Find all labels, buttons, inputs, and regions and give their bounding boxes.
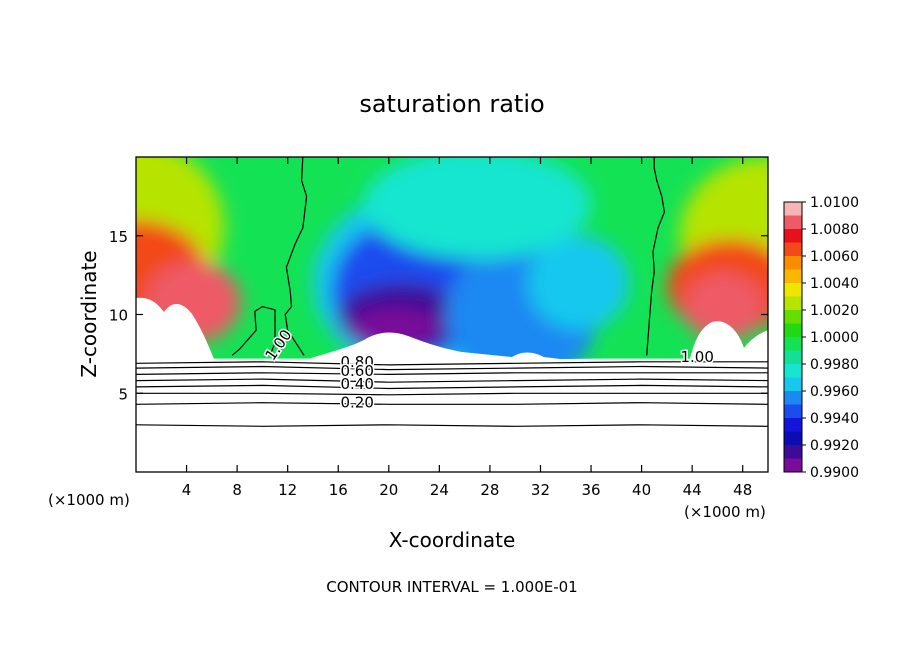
colorbar-swatch xyxy=(784,323,802,338)
contour-line-1-0 xyxy=(231,305,276,356)
colorbar-swatch xyxy=(784,391,802,405)
x-unit-label-left: (×1000 m) xyxy=(48,491,130,509)
y-tick-label: 5 xyxy=(118,385,128,403)
contour-line-0_5-6 xyxy=(135,378,769,383)
colorbar-swatch xyxy=(784,229,802,243)
contour-line-1-1 xyxy=(284,156,308,356)
colorbar-swatch xyxy=(784,256,802,270)
contour-label-1: 1.00 xyxy=(681,348,714,366)
colorbar-swatch xyxy=(784,202,802,216)
colorbar xyxy=(783,201,803,473)
contour-label-4: 0.40 xyxy=(340,375,373,393)
contour-line-0_2-9 xyxy=(135,402,769,405)
x-tick-label: 36 xyxy=(581,481,600,499)
x-tick-label: 4 xyxy=(182,481,192,499)
white-region-left xyxy=(136,297,214,359)
contour-label-2: 0.80 xyxy=(340,353,373,371)
colorbar-swatch xyxy=(784,337,802,351)
x-tick-label: 8 xyxy=(232,481,242,499)
contour-line-0_3-8 xyxy=(136,392,768,396)
colorbar-label: 0.9900 xyxy=(810,465,859,481)
colorbar-swatch xyxy=(784,364,802,378)
x-tick-label: 24 xyxy=(430,481,449,499)
x-axis-ticks: 4 8 12 16 20 24 28 32 36 40 44 48 xyxy=(182,157,752,499)
y-tick-label: 15 xyxy=(109,228,128,246)
contour-line-0_1-10 xyxy=(135,424,769,427)
colorbar-swatch xyxy=(784,296,802,311)
contour-label-3: 0.60 xyxy=(340,362,373,380)
contour-interval-note: CONTOUR INTERVAL = 1.000E-01 xyxy=(326,578,577,596)
x-tick-label: 16 xyxy=(329,481,348,499)
chart-title: saturation ratio xyxy=(359,90,544,118)
y-axis-ticks: 5 10 15 xyxy=(109,228,768,403)
x-tick-label: 28 xyxy=(480,481,499,499)
colorbar-swatch xyxy=(784,283,802,297)
colorbar-swatch xyxy=(784,350,802,365)
colorbar-swatch xyxy=(784,310,802,324)
contour-label-5: 0.20 xyxy=(340,394,373,412)
colorbar-label: 1.0060 xyxy=(810,249,859,265)
colorbar-swatch xyxy=(784,445,802,459)
contour-line-0_4-7 xyxy=(135,384,769,390)
colorbar-label: 1.0040 xyxy=(810,276,859,292)
colorbar-label: 1.0000 xyxy=(810,330,859,346)
white-region-right xyxy=(690,321,768,359)
unsaturated-regions xyxy=(136,297,768,359)
colorbar-label: 1.0020 xyxy=(810,303,859,319)
colorbar-swatch xyxy=(784,242,802,257)
white-region-center xyxy=(308,332,560,359)
colorbar-swatch xyxy=(784,418,802,432)
colorbar-swatch xyxy=(784,458,802,473)
colorbar-swatch xyxy=(784,431,802,446)
contour-lines xyxy=(135,156,769,427)
x-unit-label-right: (×1000 m) xyxy=(684,503,766,521)
contour-line-1-2 xyxy=(646,157,666,356)
saturation-field xyxy=(136,157,768,359)
x-tick-label: 32 xyxy=(531,481,550,499)
colorbar-label: 0.9960 xyxy=(810,384,859,400)
x-axis-label: X-coordinate xyxy=(389,528,516,552)
colorbar-label: 0.9980 xyxy=(810,357,859,373)
x-tick-label: 20 xyxy=(379,481,398,499)
contour-line-0_7-4 xyxy=(135,365,769,371)
colorbar-swatch xyxy=(784,269,802,284)
x-tick-label: 40 xyxy=(632,481,651,499)
colorbar-swatch xyxy=(784,215,802,230)
colorbar-label: 1.0080 xyxy=(810,222,859,238)
colorbar-swatch xyxy=(784,377,802,392)
x-tick-label: 44 xyxy=(683,481,702,499)
x-tick-label: 48 xyxy=(733,481,752,499)
field-patch-11 xyxy=(527,235,629,331)
colorbar-label: 1.0100 xyxy=(810,195,859,211)
field-patch-5 xyxy=(683,271,765,342)
contour-line-0_8-3 xyxy=(135,361,768,366)
y-tick-label: 10 xyxy=(109,307,128,325)
colorbar-label: 0.9920 xyxy=(810,438,859,454)
field-patch-12 xyxy=(363,157,592,260)
x-tick-label: 12 xyxy=(278,481,297,499)
contour-line-0_6-5 xyxy=(135,372,768,376)
colorbar-label: 0.9940 xyxy=(810,411,859,427)
y-axis-label: Z-coordinate xyxy=(77,250,101,377)
colorbar-labels: 1.0100 1.0080 1.0060 1.0040 1.0020 1.0000 0.99… xyxy=(802,195,859,481)
colorbar-swatch xyxy=(784,404,802,419)
